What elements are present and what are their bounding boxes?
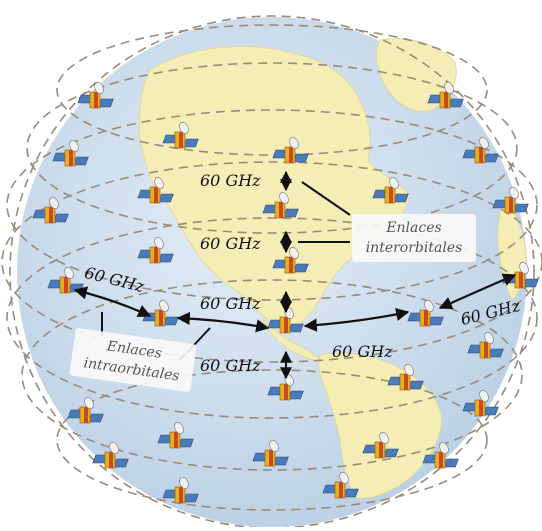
orbit-paths bbox=[1, 15, 542, 529]
freq-label-bottom: 60 GHz bbox=[332, 342, 393, 361]
freq-label-3: 60 GHz bbox=[200, 294, 261, 313]
inter-orbital-title-line1: Enlaces bbox=[386, 220, 442, 236]
greenland-landmass bbox=[375, 38, 457, 112]
south-america-landmass bbox=[318, 352, 443, 499]
inter-orbital-links-box: Enlaces interorbitales bbox=[352, 214, 476, 262]
freq-label-1: 60 GHz bbox=[200, 171, 261, 190]
freq-label-2: 60 GHz bbox=[200, 234, 261, 253]
inter-orbital-title-line2: interorbitales bbox=[365, 240, 463, 256]
freq-label-4: 60 GHz bbox=[200, 356, 261, 375]
inter-orbital-arrows bbox=[73, 273, 517, 333]
